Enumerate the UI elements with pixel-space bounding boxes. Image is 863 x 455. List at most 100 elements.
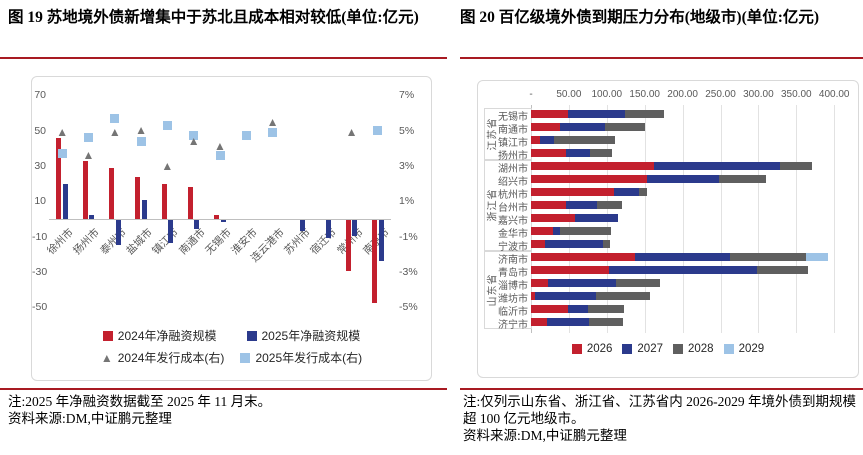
marker-2024-cost-triangle: ▲ — [161, 158, 174, 173]
legend-square-swatch — [246, 330, 257, 341]
x-axis-tick-label: 200.00 — [667, 89, 698, 100]
bar-2025 — [220, 220, 226, 222]
bar-segment-2027 — [565, 201, 597, 209]
legend-label: 2027 — [637, 343, 663, 355]
bar-segment-2028 — [603, 240, 610, 248]
figure19-notes: 注:2025 年净融资数据截至 2025 年 11 月末。 资料来源:DM,中证… — [8, 393, 438, 427]
bar-2024 — [187, 187, 193, 219]
bar-segment-2027 — [634, 253, 730, 261]
x-gridline — [834, 105, 836, 333]
bar-segment-2027 — [534, 292, 597, 300]
bar-segment-2027 — [540, 136, 554, 144]
marker-2024-cost-triangle: ▲ — [135, 123, 147, 138]
figure20-chart: - 50.00 100.00 150.00 200.00 250.00 300.00 350.… — [477, 80, 859, 378]
x-axis-tick-label: - — [529, 89, 533, 100]
bar-2025 — [352, 220, 358, 236]
bar-segment-2027 — [565, 149, 591, 157]
bar-segment-2026 — [531, 279, 549, 287]
figure20-title: 图 20 百亿级境外债到期压力分布(地级市)(单位:亿元) — [460, 9, 820, 26]
bar-segment-2027 — [568, 305, 588, 313]
bar-segment-2028 — [590, 149, 613, 157]
legend-square-swatch — [240, 352, 251, 363]
bar-segment-2026 — [531, 175, 647, 183]
legend-item: 2026 — [571, 343, 613, 355]
legend-triangle-swatch: ▲ — [100, 350, 113, 365]
city-label: 济南市 — [498, 255, 528, 266]
bar-segment-2026 — [531, 305, 569, 313]
bar-segment-2028 — [587, 305, 625, 313]
left-axis-tick-label: -30 — [32, 265, 48, 278]
city-label: 嘉兴市 — [498, 216, 528, 227]
zero-axis-line — [49, 219, 391, 220]
bar-segment-2028 — [718, 175, 766, 183]
x-axis-tick-label: 250.00 — [705, 89, 736, 100]
city-label: 湖州市 — [498, 164, 528, 175]
right-axis-tick-label: -3% — [399, 265, 418, 278]
figure19-chart: 70 50 30 10 -10 -30 -50 7% 5% 3% 1% -1% -3% -5% 徐州市 扬州市… — [31, 76, 432, 381]
bar-segment-2026 — [531, 318, 547, 326]
bar-2025 — [141, 199, 147, 219]
marker-2025-cost-square — [110, 113, 120, 123]
bar-segment-2028 — [589, 318, 624, 326]
bar-segment-2028 — [596, 292, 650, 300]
title-rule-left — [0, 57, 447, 59]
marker-2024-cost-triangle: ▲ — [266, 114, 279, 129]
x-axis-tick-label: 400.00 — [818, 89, 850, 100]
right-axis-tick-label: 3% — [399, 160, 415, 173]
note-rule-left — [0, 388, 447, 390]
x-gridline — [682, 105, 684, 333]
source-line: 资料来源:DM,中证鹏元整理 — [8, 411, 172, 426]
marker-2024-cost-triangle: ▲ — [187, 134, 200, 149]
province-group-box — [484, 250, 532, 329]
city-label: 镇江市 — [498, 138, 528, 149]
bar-2024 — [56, 137, 62, 219]
bar-segment-2028 — [553, 136, 616, 144]
bar-segment-2028 — [559, 227, 611, 235]
title-rule-right — [460, 57, 863, 59]
legend-label: 2024年净融资规模 — [117, 329, 217, 343]
bar-segment-2027 — [609, 266, 757, 274]
figure19-title: 图 19 苏地境外债新增集中于苏北且成本相对较低(单位:亿元) — [8, 9, 419, 26]
bar-segment-2027 — [548, 279, 616, 287]
bar-2025 — [89, 215, 95, 219]
bar-2024 — [82, 160, 88, 219]
bar-segment-2028 — [780, 162, 813, 170]
bar-segment-2028 — [638, 188, 647, 196]
bar-segment-2027 — [568, 110, 625, 118]
marker-2025-cost-square — [189, 131, 199, 141]
bar-segment-2028 — [624, 110, 664, 118]
marker-2024-cost-triangle: ▲ — [56, 125, 69, 140]
bar-2024 — [161, 183, 167, 219]
bar-segment-2026 — [531, 188, 614, 196]
bar-segment-2028 — [596, 201, 622, 209]
right-axis-tick-label: 1% — [399, 195, 415, 208]
legend-item: 2029 — [723, 343, 764, 355]
bar-segment-2027 — [653, 162, 781, 170]
legend-item: 2027 — [622, 343, 663, 355]
city-label: 青岛市 — [498, 268, 528, 279]
city-label: 济宁市 — [498, 320, 528, 331]
note-rule-right — [460, 388, 863, 390]
legend-square-swatch — [622, 344, 633, 354]
bar-segment-2026 — [531, 253, 635, 261]
right-axis-tick-label: 7% — [399, 89, 415, 102]
legend-label: 2026 — [586, 343, 613, 355]
legend-square-swatch — [102, 330, 113, 341]
right-axis-tick-label: 5% — [399, 124, 415, 137]
x-gridline — [796, 105, 798, 333]
note-line: 注:2025 年净融资数据截至 2025 年 11 月末。 — [8, 394, 272, 409]
bar-segment-2026 — [531, 110, 569, 118]
bar-segment-2026 — [531, 136, 541, 144]
bar-2025 — [378, 220, 384, 261]
bar-2025 — [326, 220, 332, 238]
city-label: 扬州市 — [498, 151, 528, 162]
x-gridline — [644, 105, 646, 333]
x-axis-tick-label: 150.00 — [629, 89, 660, 100]
legend-label: 2025年发行成本(右) — [255, 351, 363, 365]
bar-2025 — [194, 220, 200, 229]
bar-segment-2027 — [545, 240, 603, 248]
marker-2024-cost-triangle: ▲ — [108, 125, 121, 140]
bar-segment-2028 — [604, 123, 645, 131]
bar-2025 — [299, 220, 305, 231]
